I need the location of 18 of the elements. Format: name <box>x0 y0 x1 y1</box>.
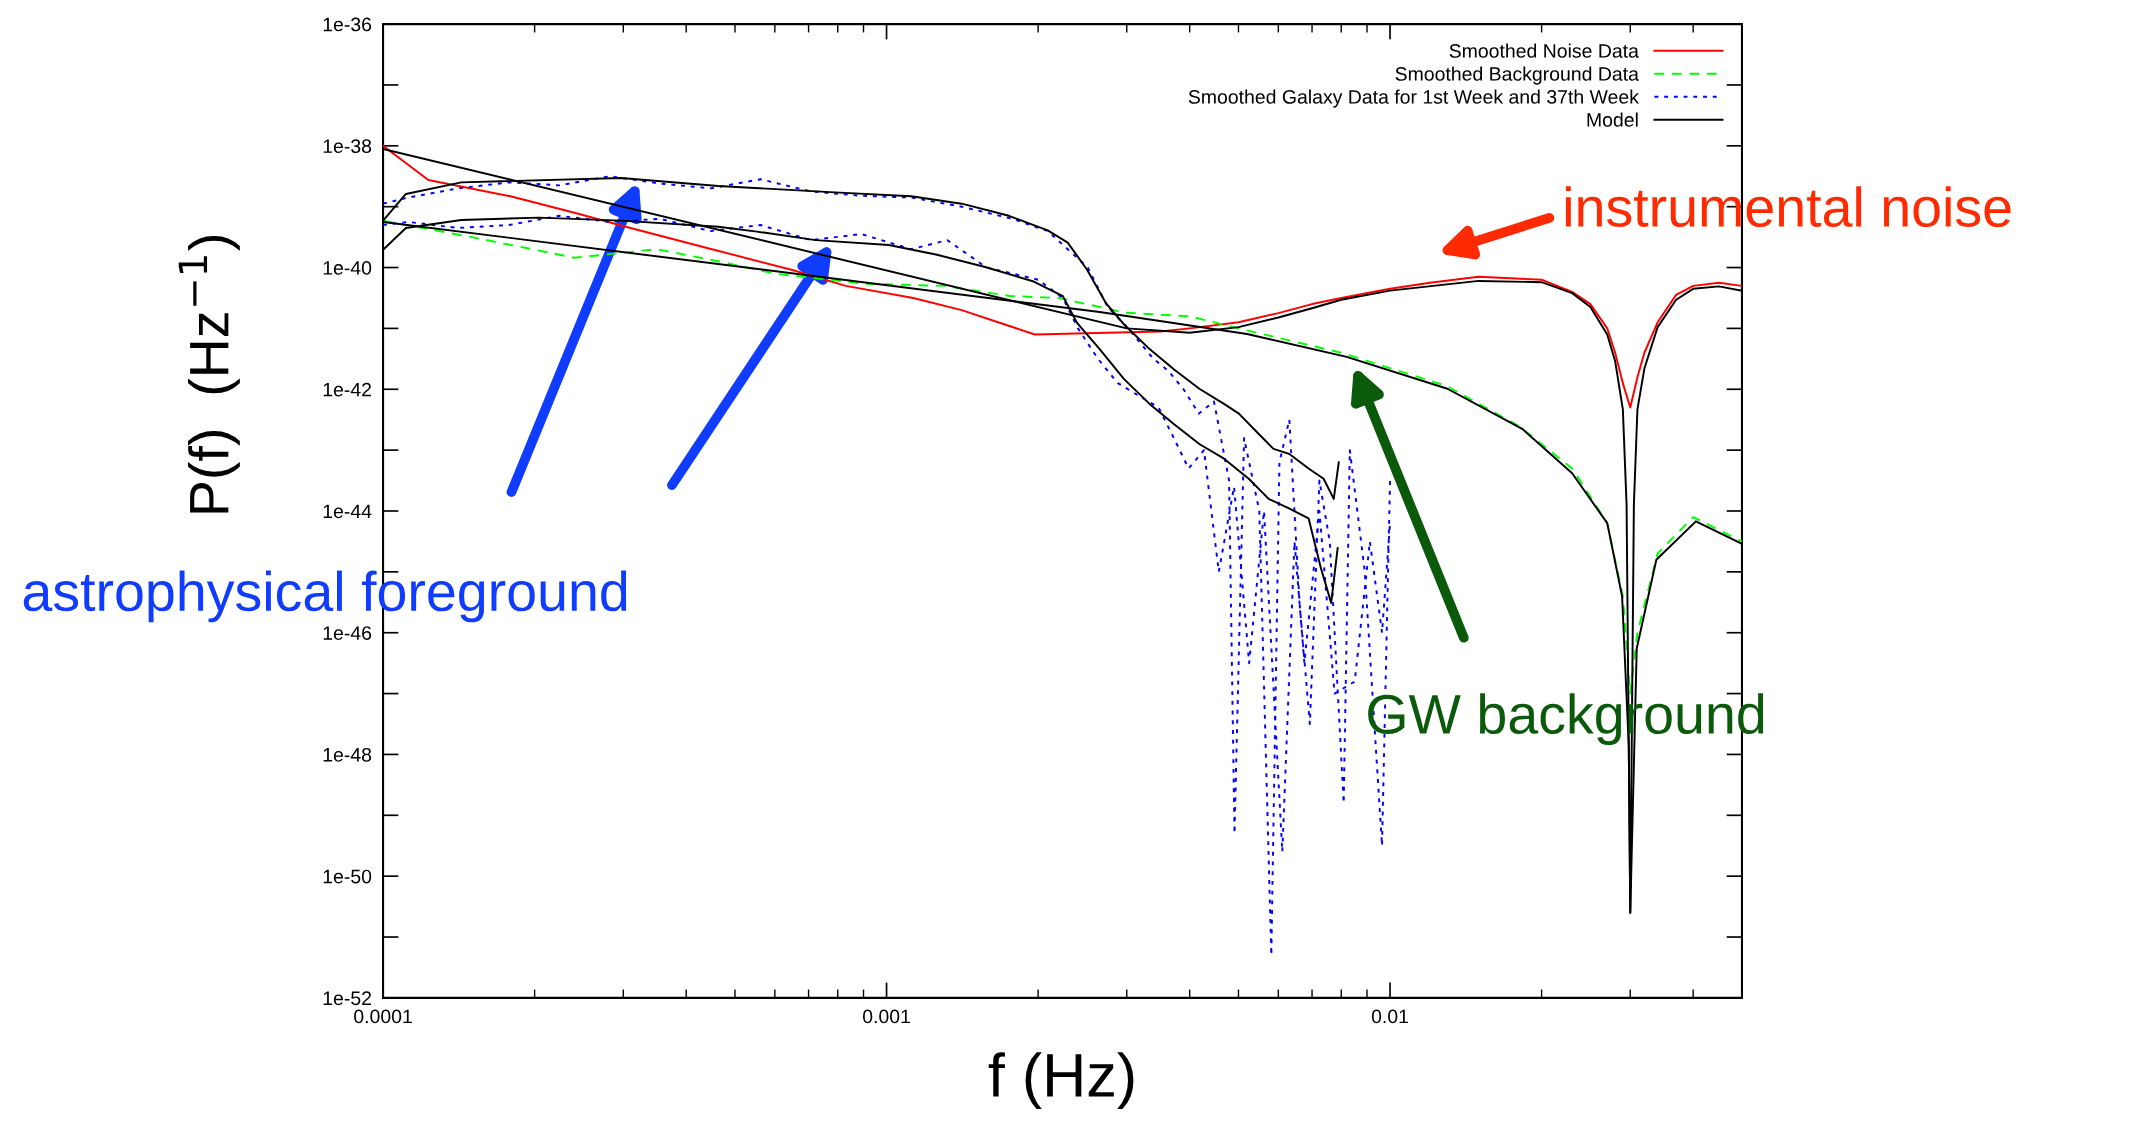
legend-label: Smoothed Background Data <box>1395 66 1639 85</box>
y-axis-title: P(f) (Hz$^{−1}$) <box>178 235 240 513</box>
y-tick-label: 1e-46 <box>323 626 372 640</box>
y-tick-label: 1e-52 <box>323 991 371 1006</box>
y-tick-label: 1e-38 <box>323 139 372 154</box>
x-tick-label: 0.01 <box>1371 1009 1409 1024</box>
legend-label: Smoothed Galaxy Data for 1st Week and 37th Week <box>1188 89 1639 108</box>
y-tick-label: 1e-50 <box>323 869 372 884</box>
x-tick-label: 0.0001 <box>354 1009 412 1024</box>
y-tick-label: 1e-42 <box>323 382 371 397</box>
y-tick-label: 1e-48 <box>323 747 372 762</box>
y-tick-label: 1e-44 <box>323 504 372 519</box>
x-axis-title: f (Hz) <box>988 1052 1134 1110</box>
legend-label: Smoothed Noise Data <box>1449 43 1639 58</box>
y-tick-label: 1e-36 <box>323 17 372 32</box>
legend-label: Model <box>1587 112 1638 127</box>
y-tick-label: 1e-40 <box>323 261 372 275</box>
x-tick-label: 0.001 <box>862 1009 910 1024</box>
